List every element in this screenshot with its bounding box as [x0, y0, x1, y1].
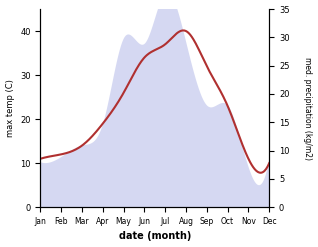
Y-axis label: max temp (C): max temp (C) — [5, 79, 15, 137]
Y-axis label: med. precipitation (kg/m2): med. precipitation (kg/m2) — [303, 57, 313, 160]
X-axis label: date (month): date (month) — [119, 231, 191, 242]
